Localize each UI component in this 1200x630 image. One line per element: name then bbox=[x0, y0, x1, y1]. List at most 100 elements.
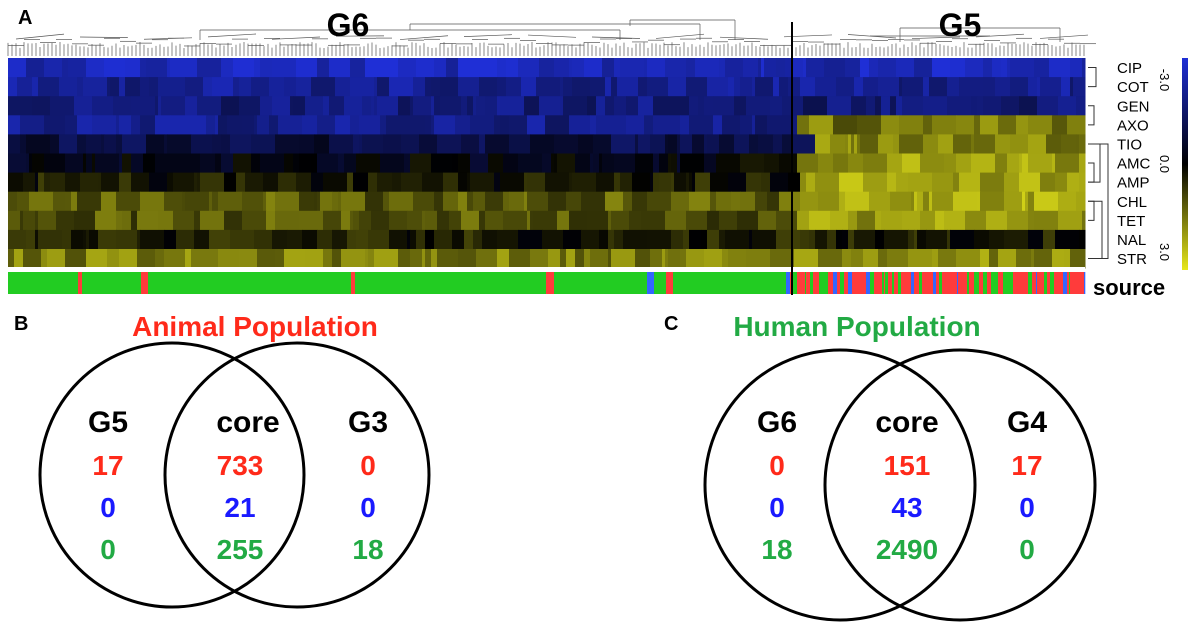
heatmap-cell bbox=[692, 134, 705, 154]
source-cell bbox=[922, 272, 925, 294]
heatmap-cell bbox=[857, 115, 882, 135]
heatmap-cell bbox=[197, 96, 222, 116]
heatmap-cell bbox=[1043, 229, 1056, 250]
source-cell bbox=[907, 272, 912, 294]
source-cell bbox=[884, 272, 886, 294]
heatmap-cell bbox=[971, 134, 975, 154]
heatmap-cell bbox=[908, 249, 933, 269]
heatmap-cell bbox=[857, 210, 876, 231]
heatmap-cell bbox=[707, 77, 729, 97]
heatmap-cell bbox=[434, 191, 444, 212]
heatmap-cell bbox=[914, 229, 918, 250]
heatmap-cell bbox=[323, 172, 348, 193]
source-cell bbox=[946, 272, 950, 294]
heatmap-cell bbox=[587, 210, 609, 231]
heatmap-cell bbox=[38, 172, 45, 193]
heatmap-cell bbox=[611, 210, 630, 231]
heatmap-cell bbox=[500, 172, 525, 193]
heatmap-cell bbox=[611, 249, 636, 269]
heatmap-cell bbox=[1082, 210, 1086, 231]
source-cell bbox=[969, 272, 973, 294]
heatmap-cell bbox=[353, 172, 369, 193]
heatmap-cell bbox=[758, 58, 762, 78]
heatmap-cell bbox=[602, 115, 627, 135]
heatmap-cell bbox=[923, 77, 930, 97]
source-cell bbox=[983, 272, 988, 294]
heatmap-cell bbox=[911, 191, 915, 212]
heatmap-cell bbox=[818, 153, 834, 174]
heatmap-cell bbox=[227, 115, 243, 135]
heatmap-cell bbox=[638, 96, 654, 116]
heatmap-cell bbox=[509, 115, 528, 135]
heatmap-cell bbox=[878, 58, 897, 78]
heatmap-cell bbox=[494, 115, 501, 135]
heatmap-cell bbox=[35, 229, 39, 250]
heatmap-cell bbox=[452, 229, 465, 250]
heatmap-cell bbox=[470, 172, 495, 193]
heatmap-cell bbox=[26, 134, 51, 154]
heatmap-cell bbox=[626, 96, 639, 116]
heatmap-cell bbox=[410, 96, 414, 116]
heatmap-cell bbox=[566, 249, 576, 269]
heatmap-cell bbox=[920, 153, 945, 174]
heatmap-cell bbox=[917, 229, 927, 250]
heatmap-cell bbox=[899, 115, 924, 135]
heatmap-cell bbox=[887, 249, 909, 269]
heatmap-cell bbox=[557, 153, 576, 174]
row-dendrogram-bracket bbox=[1088, 67, 1097, 88]
heatmap-cell bbox=[1061, 77, 1071, 97]
heatmap-cell bbox=[845, 191, 870, 212]
heatmap-cell bbox=[659, 153, 669, 174]
heatmap-cell bbox=[425, 229, 435, 250]
heatmap-cell bbox=[884, 229, 909, 250]
heatmap-cell bbox=[299, 134, 315, 154]
heatmap-cell bbox=[1058, 210, 1083, 231]
row-dendrogram-bracket bbox=[1088, 200, 1095, 221]
row-label-tio: TIO bbox=[1117, 137, 1142, 154]
heatmap-cell bbox=[131, 96, 156, 116]
venn-human-left-circle bbox=[703, 348, 977, 622]
heatmap-cell bbox=[467, 96, 474, 116]
heatmap-cell bbox=[1019, 96, 1038, 116]
heatmap-cell bbox=[194, 172, 198, 193]
heatmap-cell bbox=[854, 229, 876, 250]
heatmap-cell bbox=[158, 96, 162, 116]
heatmap-cell bbox=[194, 210, 201, 231]
heatmap-cell bbox=[740, 191, 756, 212]
heatmap-cell bbox=[38, 229, 63, 250]
heatmap-cell bbox=[935, 134, 939, 154]
source-cell bbox=[1078, 272, 1083, 294]
heatmap-cell bbox=[341, 210, 351, 231]
heatmap-cell bbox=[344, 96, 363, 116]
heatmap-cell bbox=[17, 191, 30, 212]
heatmap-cell bbox=[221, 153, 234, 174]
heatmap-cell bbox=[944, 210, 966, 231]
heatmap-cell bbox=[977, 96, 984, 116]
heatmap-cell bbox=[473, 191, 486, 212]
heatmap-cell bbox=[353, 134, 360, 154]
heatmap-cell bbox=[569, 115, 591, 135]
heatmap-cell bbox=[191, 249, 210, 269]
heatmap-cell bbox=[533, 210, 558, 231]
heatmap-cell bbox=[950, 58, 966, 78]
heatmap-cell bbox=[497, 77, 507, 97]
heatmap-cell bbox=[680, 153, 705, 174]
dendrogram-branch bbox=[1039, 34, 1089, 39]
heatmap-cell bbox=[1004, 229, 1029, 250]
source-cell bbox=[1053, 272, 1055, 294]
heatmap-cell bbox=[662, 249, 666, 269]
heatmap-cell bbox=[185, 77, 204, 97]
heatmap-cell bbox=[92, 115, 117, 135]
heatmap-cell bbox=[854, 134, 858, 154]
dendrogram bbox=[7, 19, 1096, 56]
heatmap-cell bbox=[1019, 172, 1041, 193]
heatmap-cell bbox=[434, 96, 441, 116]
heatmap-cell bbox=[359, 115, 381, 135]
heatmap-cell bbox=[221, 134, 231, 154]
heatmap-cell bbox=[980, 172, 1005, 193]
heatmap-cell bbox=[707, 134, 720, 154]
heatmap-cell bbox=[926, 229, 948, 250]
heatmap-cell bbox=[617, 77, 639, 97]
heatmap-cell bbox=[899, 77, 903, 97]
heatmap-cell bbox=[695, 172, 711, 193]
